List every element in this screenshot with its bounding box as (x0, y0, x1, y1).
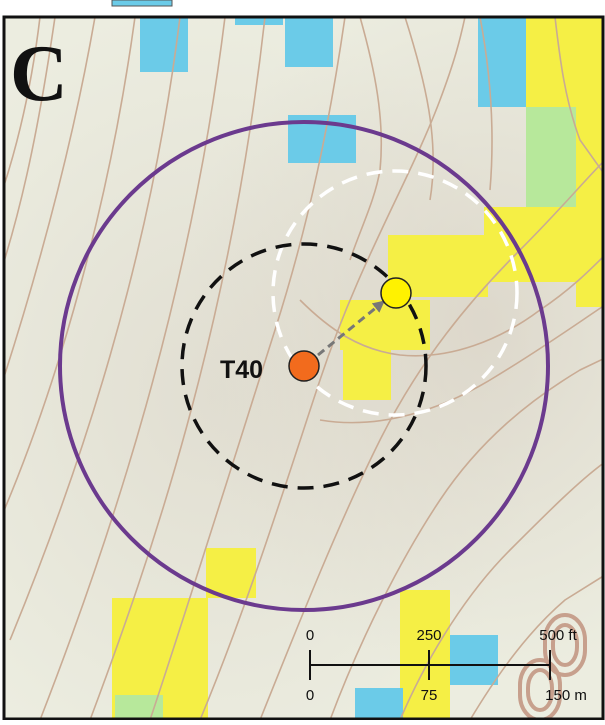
yellow-cell (343, 350, 391, 400)
offset-dashed-circle (271, 169, 519, 417)
map-frame (2, 15, 605, 721)
panel-letter: C (10, 30, 68, 118)
turbine-label: T40 (220, 356, 263, 384)
displaced-point-marker (380, 277, 412, 309)
blue-cell (478, 17, 526, 107)
turbine-marker (288, 350, 320, 382)
top-strip (0, 0, 605, 17)
contour-line (299, 255, 603, 357)
scale-label-m-75: 75 (421, 687, 438, 704)
contour-line (9, 17, 181, 641)
blue-cell (235, 17, 283, 25)
index-contour-ring (526, 668, 554, 712)
contour-line (4, 17, 41, 188)
green-cell (115, 695, 163, 720)
yellow-cell (206, 548, 256, 598)
contour-line (479, 17, 493, 191)
contour-line (349, 17, 383, 261)
blue-cell (355, 688, 403, 720)
hilltop-contour-rings (518, 613, 587, 720)
scale-label-ft-500: 500 ft (539, 627, 577, 644)
contour-line (4, 17, 56, 265)
arrow-icon (317, 300, 385, 357)
yellow-cell (400, 590, 450, 720)
inner-dashed-circle (180, 242, 428, 490)
blue-cell (285, 17, 333, 67)
contour-line (329, 358, 603, 720)
contour-line (469, 575, 603, 720)
contour-line (319, 305, 603, 424)
scale-label-ft-0: 0 (306, 627, 314, 644)
index-contour-ring (518, 658, 562, 720)
blue-cell (140, 17, 188, 72)
contour-line (39, 17, 226, 720)
contour-line (259, 160, 603, 720)
contour-line (4, 17, 96, 380)
contour-line (89, 17, 266, 720)
yellow-cell (526, 17, 603, 107)
outer-search-circle (58, 120, 550, 612)
index-contour-ring (543, 613, 587, 677)
blue-legend-swatch-icon (111, 0, 173, 7)
scale-label-ft-250: 250 (416, 627, 441, 644)
scale-label-m-0: 0 (306, 687, 314, 704)
index-contour-ring (551, 623, 579, 667)
contour-line (4, 17, 136, 513)
scale-label-m-150: 150 m (545, 687, 587, 704)
contour-line (199, 17, 466, 720)
contour-line (554, 17, 603, 174)
blue-cell (450, 635, 498, 685)
yellow-cell (576, 107, 603, 307)
green-cell (526, 107, 576, 207)
scale-bar: 0 250 500 ft 0 75 150 m (306, 627, 587, 704)
